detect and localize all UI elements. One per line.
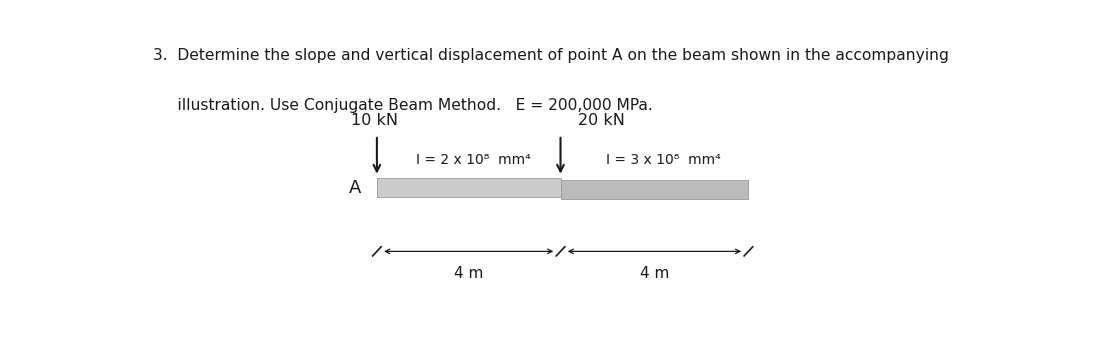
Text: A: A (349, 178, 361, 197)
Text: 4 m: 4 m (640, 266, 669, 281)
Text: 10 kN: 10 kN (350, 113, 398, 128)
Text: I = 3 x 10⁸  mm⁴: I = 3 x 10⁸ mm⁴ (606, 153, 721, 167)
Bar (561, 180, 748, 199)
Bar (377, 178, 561, 197)
Text: illustration. Use Conjugate Beam Method.   E = 200,000 MPa.: illustration. Use Conjugate Beam Method.… (153, 98, 652, 113)
Text: 20 kN: 20 kN (579, 113, 625, 128)
Text: I = 2 x 10⁸  mm⁴: I = 2 x 10⁸ mm⁴ (415, 153, 530, 167)
Text: 4 m: 4 m (454, 266, 484, 281)
Text: 3.  Determine the slope and vertical displacement of point A on the beam shown i: 3. Determine the slope and vertical disp… (153, 48, 949, 63)
